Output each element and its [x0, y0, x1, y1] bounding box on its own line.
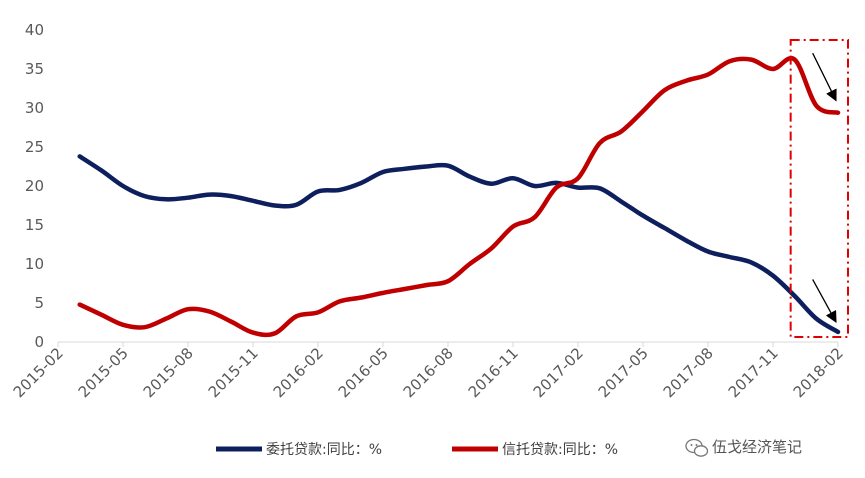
legend-item-entrusted-loans[interactable]: 委托贷款:同比：% [216, 442, 382, 458]
series-line-entrusted-loans [77, 154, 841, 335]
y-tick-label: 10 [25, 255, 44, 273]
y-tick-label: 0 [34, 333, 44, 351]
series-layer [77, 56, 841, 338]
x-tick-label: 2017-11 [725, 344, 782, 401]
arrow-annotation [812, 52, 837, 102]
y-tick-label: 30 [25, 99, 44, 117]
wechat-icon [685, 438, 709, 457]
legend-label-trust-loans: 信托贷款:同比：% [502, 442, 618, 458]
x-tick-label: 2016-02 [270, 344, 327, 401]
y-tick-label: 40 [25, 21, 44, 39]
x-axis: 2015-02 2015-05 2015-08 2015-11 2016-02 2016-… [10, 341, 847, 401]
arrow-annotation [812, 279, 837, 323]
highlight-dashed-box [789, 39, 850, 338]
x-tick-label: 2016-11 [465, 344, 522, 401]
x-tick-label: 2015-08 [140, 344, 197, 401]
x-tick-label: 2017-05 [595, 344, 652, 401]
y-tick-label: 5 [34, 294, 44, 312]
legend-label-entrusted-loans: 委托贷款:同比：% [266, 442, 382, 458]
y-tick-label: 20 [25, 177, 44, 195]
annotation-layer [789, 39, 850, 338]
watermark-text: 伍戈经济笔记 [712, 438, 802, 456]
x-tick-label: 2015-11 [205, 344, 262, 401]
x-tick-label: 2015-02 [10, 344, 67, 401]
y-axis: 40 35 30 25 20 15 10 5 0 [25, 21, 44, 351]
x-tick-label: 2015-05 [75, 344, 132, 401]
x-tick-label: 2016-08 [400, 344, 457, 401]
x-tick-label: 2017-02 [530, 344, 587, 401]
legend: 委托贷款:同比：% 信托贷款:同比：% [216, 442, 618, 458]
legend-item-trust-loans[interactable]: 信托贷款:同比：% [452, 442, 618, 458]
x-tick-label: 2017-08 [660, 344, 717, 401]
y-tick-label: 35 [25, 60, 44, 78]
x-tick-label: 2016-05 [335, 344, 392, 401]
watermark: 伍戈经济笔记 [685, 438, 802, 457]
y-tick-label: 25 [25, 138, 44, 156]
x-tick-label: 2018-02 [790, 344, 847, 401]
series-line-trust-loans [77, 56, 841, 338]
y-tick-label: 15 [25, 216, 44, 234]
